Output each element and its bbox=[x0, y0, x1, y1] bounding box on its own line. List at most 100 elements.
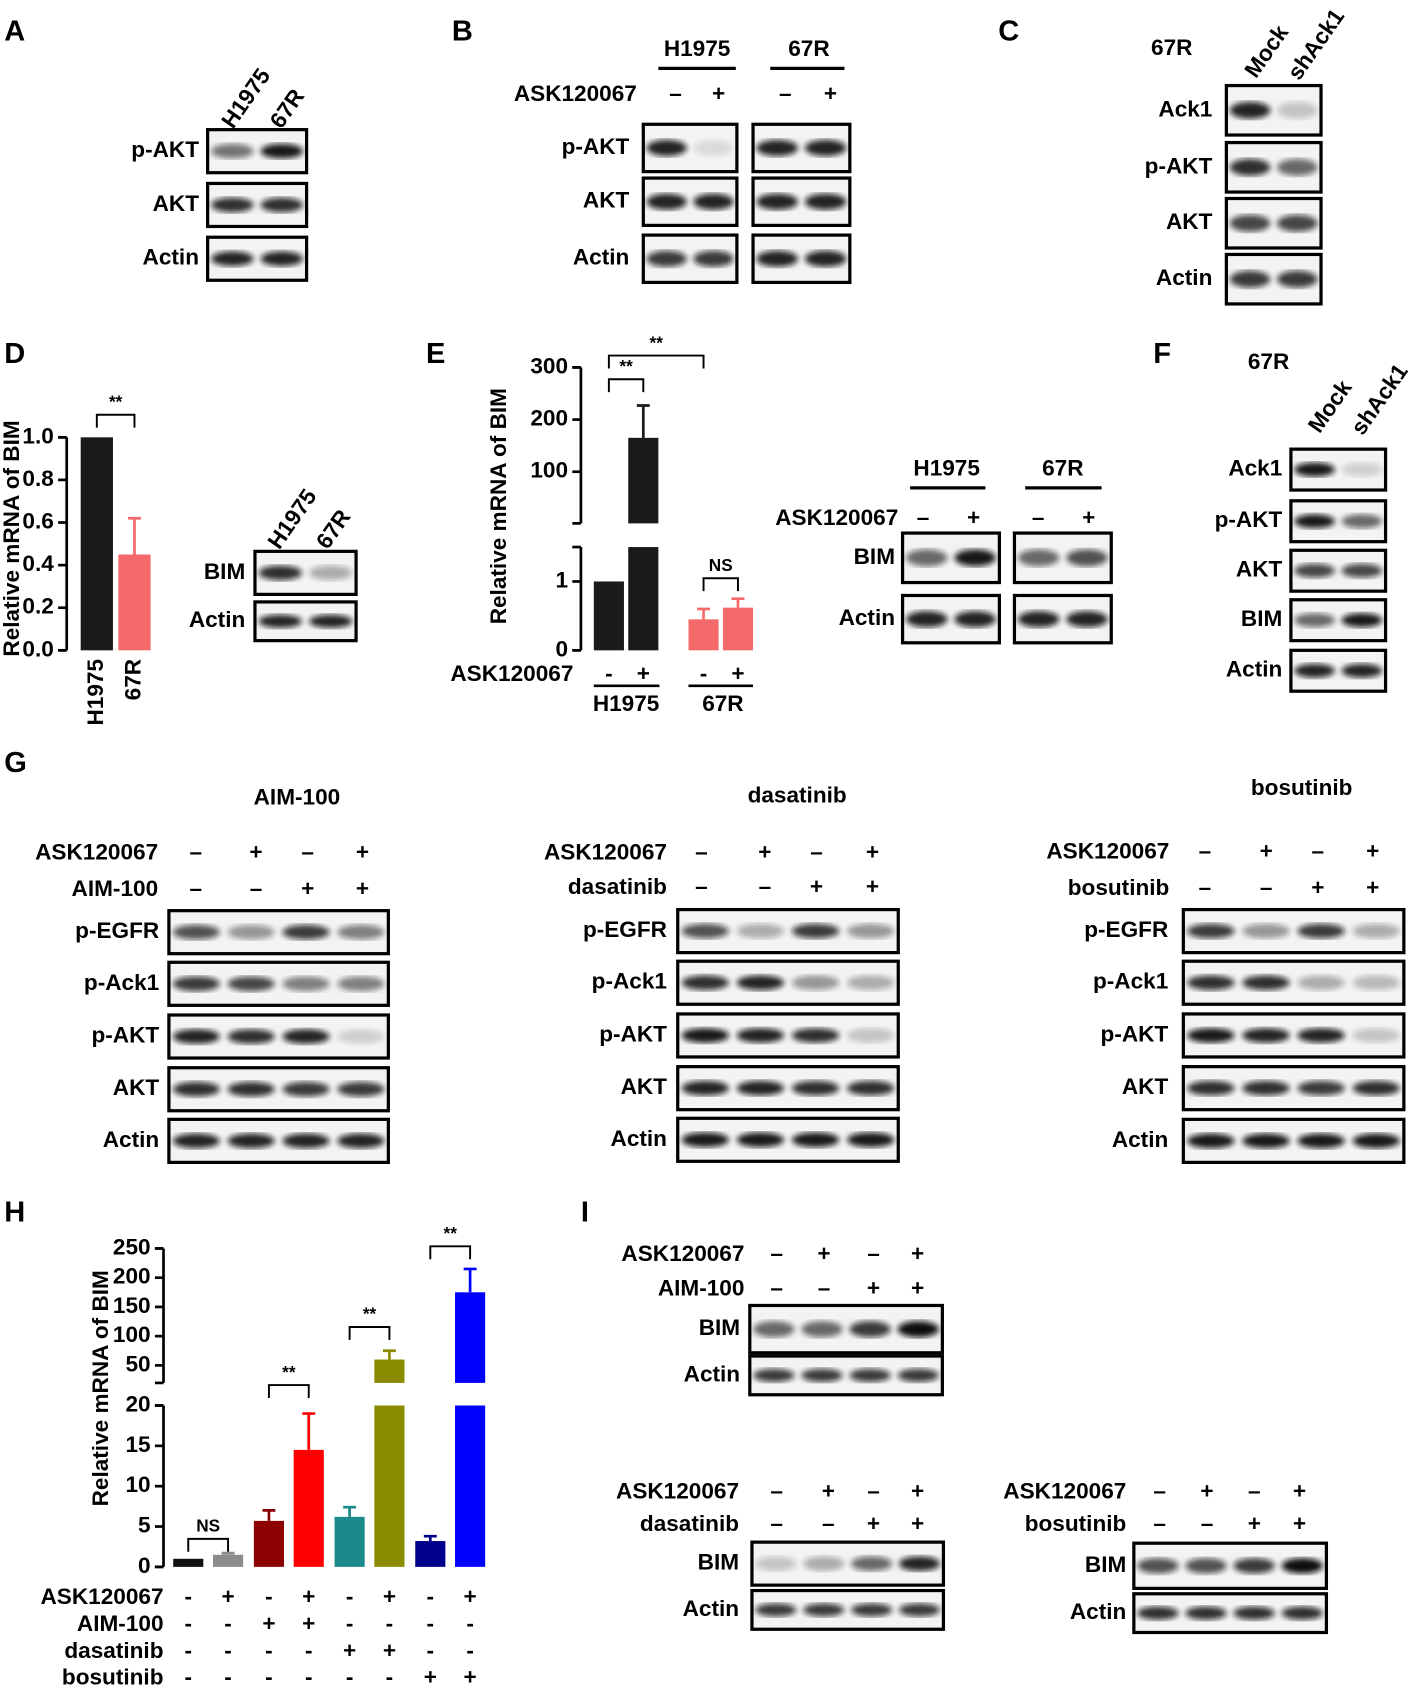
treatment-label: ASK120067 bbox=[450, 661, 573, 686]
band bbox=[646, 250, 687, 267]
band bbox=[1294, 462, 1335, 477]
band bbox=[227, 1133, 275, 1149]
band bbox=[172, 976, 220, 992]
band bbox=[282, 1029, 330, 1044]
bar bbox=[688, 619, 719, 651]
row-label: p-AKT bbox=[1101, 1021, 1169, 1046]
band bbox=[804, 193, 847, 210]
treatment-sign: – bbox=[669, 81, 682, 106]
band bbox=[1341, 462, 1383, 477]
error-bar bbox=[128, 516, 141, 555]
band bbox=[681, 1132, 730, 1148]
treatment-sign: - bbox=[224, 1638, 232, 1663]
x-tick-label: + bbox=[637, 661, 650, 686]
y-tick-label: 10 bbox=[125, 1472, 150, 1497]
treatment-sign: + bbox=[822, 1479, 835, 1504]
error-bar bbox=[302, 1412, 316, 1450]
row-label: p-EGFR bbox=[75, 918, 159, 943]
bar bbox=[374, 1359, 405, 1383]
treatment-sign: – bbox=[1201, 1511, 1214, 1536]
row-label: p-Ack1 bbox=[84, 970, 159, 995]
band bbox=[681, 923, 730, 939]
band bbox=[1297, 1028, 1345, 1043]
band bbox=[211, 251, 254, 267]
treatment-sign: + bbox=[1293, 1479, 1306, 1504]
band bbox=[258, 565, 302, 581]
row-label: Actin bbox=[103, 1127, 159, 1152]
band bbox=[846, 1132, 895, 1148]
treatment-sign: – bbox=[1260, 875, 1273, 900]
y-tick-label: 5 bbox=[138, 1512, 151, 1537]
band bbox=[1341, 613, 1383, 628]
row-label: AKT bbox=[583, 188, 630, 213]
group-label: 67R bbox=[788, 36, 829, 61]
error-bar bbox=[343, 1505, 357, 1517]
treatment-sign: + bbox=[1366, 875, 1379, 900]
treatment-sign: – bbox=[779, 81, 792, 106]
panel-letter: H bbox=[4, 1197, 25, 1229]
treatment-label: bosutinib bbox=[1068, 875, 1170, 900]
treatment-sign: - bbox=[224, 1611, 232, 1636]
x-tick-label: + bbox=[731, 661, 744, 686]
group-label: H1975 bbox=[913, 456, 980, 481]
band bbox=[898, 1603, 941, 1617]
lane-label: shAck1 bbox=[1346, 359, 1413, 439]
significance-label: ** bbox=[650, 332, 664, 352]
band bbox=[1229, 270, 1271, 288]
row-label: AKT bbox=[621, 1074, 668, 1099]
treatment-sign: + bbox=[1248, 1511, 1261, 1536]
band bbox=[1242, 923, 1290, 939]
band bbox=[1066, 549, 1108, 567]
band bbox=[801, 1321, 843, 1338]
treatment-sign: - bbox=[466, 1638, 474, 1663]
band bbox=[753, 1368, 795, 1382]
error-bar bbox=[262, 1509, 276, 1521]
treatment-sign: – bbox=[695, 874, 708, 899]
significance-label: ** bbox=[363, 1304, 377, 1324]
row-label: p-Ack1 bbox=[1093, 969, 1168, 994]
band bbox=[282, 1133, 330, 1149]
significance-bracket bbox=[267, 1384, 310, 1398]
treatment-label: AIM-100 bbox=[658, 1275, 745, 1300]
treatment-sign: + bbox=[464, 1665, 477, 1689]
treatment-sign: – bbox=[1199, 839, 1212, 864]
bar bbox=[80, 437, 113, 651]
band bbox=[736, 975, 785, 991]
band bbox=[1352, 1080, 1401, 1096]
band bbox=[849, 1368, 891, 1382]
treatment-sign: – bbox=[190, 876, 203, 901]
treatment-label: ASK120067 bbox=[1003, 1479, 1126, 1504]
row-label: p-AKT bbox=[599, 1021, 667, 1046]
blot-title: bosutinib bbox=[1251, 775, 1353, 800]
bar bbox=[118, 554, 151, 651]
row-label: Actin bbox=[1112, 1127, 1168, 1152]
treatment-sign: - bbox=[466, 1611, 474, 1636]
bar bbox=[334, 1516, 365, 1567]
treatment-sign: + bbox=[356, 840, 369, 865]
group-label: 67R bbox=[702, 691, 743, 716]
band bbox=[803, 1603, 845, 1617]
row-label: Actin bbox=[1156, 265, 1212, 290]
treatment-sign: – bbox=[250, 876, 263, 901]
band bbox=[1352, 1133, 1401, 1149]
band bbox=[337, 1081, 385, 1097]
treatment-sign: + bbox=[911, 1241, 924, 1266]
band bbox=[1352, 975, 1401, 991]
band bbox=[736, 1132, 785, 1148]
significance-bracket bbox=[607, 378, 645, 393]
band bbox=[309, 565, 353, 581]
treatment-sign: – bbox=[1248, 1479, 1261, 1504]
treatment-sign: - bbox=[224, 1665, 232, 1689]
band bbox=[693, 139, 734, 156]
y-tick-label: 0.8 bbox=[22, 466, 53, 491]
band bbox=[172, 1081, 220, 1097]
band bbox=[693, 193, 734, 210]
treatment-sign: - bbox=[265, 1665, 273, 1689]
x-tick-label: - bbox=[605, 661, 613, 686]
panel-letter: D bbox=[4, 338, 25, 370]
lane-label: H1975 bbox=[263, 484, 322, 553]
bar bbox=[415, 1541, 446, 1567]
error-bar bbox=[423, 1534, 437, 1542]
y-axis-label: Relative mRNA of BIM bbox=[0, 420, 24, 656]
